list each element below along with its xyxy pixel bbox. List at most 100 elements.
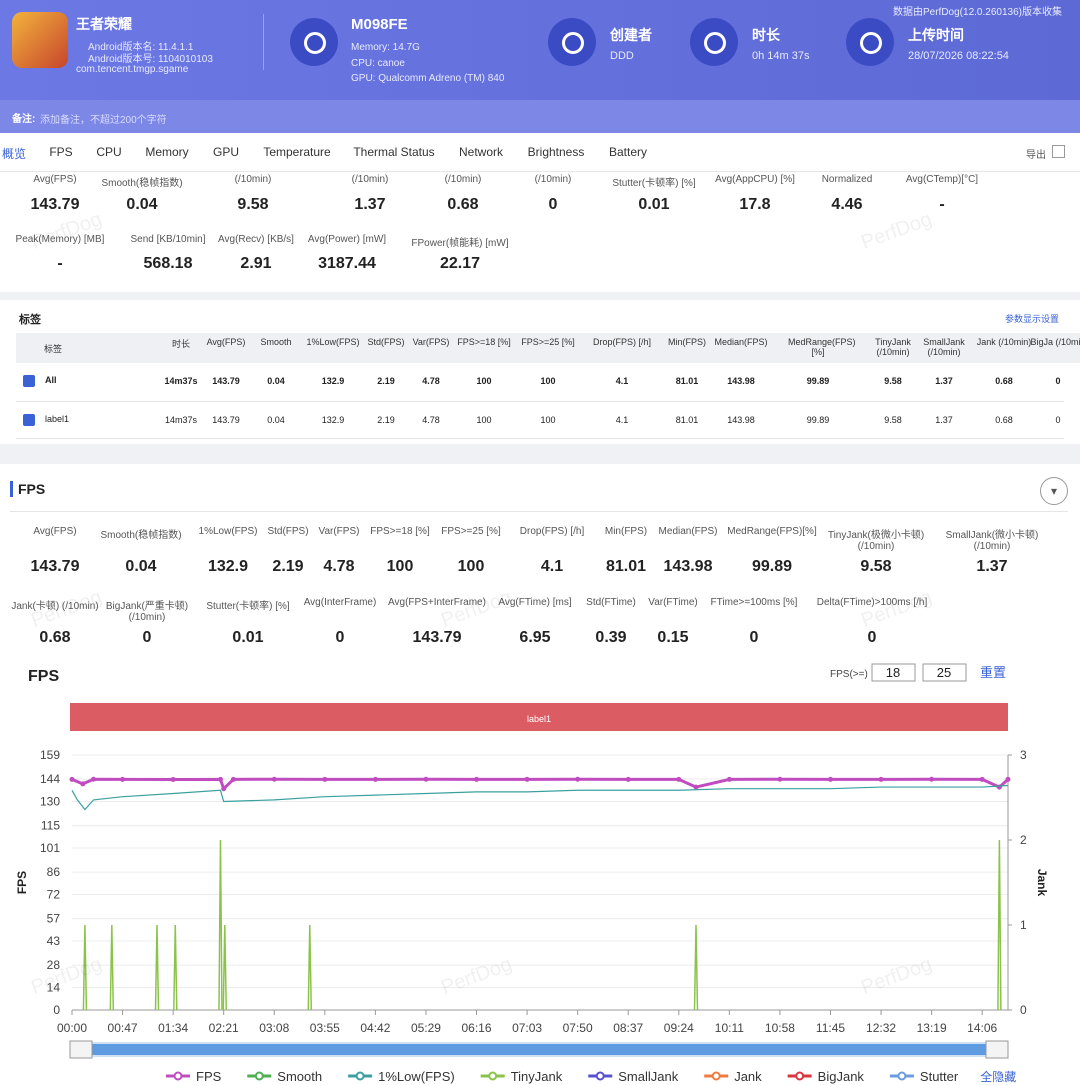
table-header-cell: Drop(FPS) [/h] bbox=[592, 337, 651, 347]
metric-label: Median(FPS) bbox=[658, 526, 718, 537]
threshold-value[interactable]: 18 bbox=[886, 665, 900, 680]
x-tick-label: 02:21 bbox=[209, 1021, 239, 1035]
tab[interactable]: CPU bbox=[96, 145, 122, 159]
legend-label[interactable]: 1%Low(FPS) bbox=[378, 1069, 455, 1084]
table-header-cell: Var(FPS) bbox=[412, 337, 450, 347]
table-cell: 100 bbox=[540, 415, 556, 425]
threshold-input[interactable] bbox=[922, 663, 967, 682]
threshold-input[interactable] bbox=[871, 663, 916, 682]
metric-label: Avg(AppCPU) [%] bbox=[715, 174, 795, 185]
metric-label: Std(FTime) bbox=[586, 597, 636, 608]
table-cell: 0.68 bbox=[995, 415, 1013, 425]
tab[interactable]: Battery bbox=[608, 145, 648, 159]
metric-value: 0 bbox=[867, 629, 877, 646]
tab[interactable]: Thermal Status bbox=[353, 145, 435, 159]
chart-title: FPS bbox=[28, 668, 59, 685]
x-tick-label: 10:11 bbox=[715, 1021, 744, 1035]
row-divider bbox=[16, 401, 1064, 402]
legend-dot[interactable] bbox=[173, 1071, 183, 1081]
table-cell: 14m37s bbox=[164, 415, 198, 425]
export[interactable]: 导出 bbox=[1026, 150, 1046, 161]
legend-dot[interactable] bbox=[711, 1071, 721, 1081]
export-icon[interactable] bbox=[1052, 145, 1065, 158]
table-header-cell: Min(FPS) bbox=[668, 337, 706, 347]
series-point bbox=[827, 776, 833, 782]
metric-label: SmallJank(微小卡顿) (/10min) bbox=[945, 530, 1039, 552]
legend-label[interactable]: Stutter bbox=[920, 1069, 959, 1084]
x-tick-label: 03:08 bbox=[259, 1021, 289, 1035]
duration-icon bbox=[690, 18, 738, 66]
tags-settings[interactable]: 参数显示设置 bbox=[1005, 314, 1060, 324]
checkbox[interactable] bbox=[23, 414, 35, 426]
metric-value: 99.89 bbox=[751, 558, 793, 575]
legend-dot[interactable] bbox=[254, 1071, 264, 1081]
legend-dot[interactable] bbox=[355, 1071, 365, 1081]
y-axis-title: FPS bbox=[15, 871, 29, 894]
tab[interactable]: 概览 bbox=[1, 147, 27, 161]
collapse-button[interactable]: ▾ bbox=[1040, 477, 1068, 505]
metric-label: Avg(Recv) [KB/s] bbox=[218, 234, 294, 245]
metric-label: TinyJank(极微小卡顿) (/10min) bbox=[827, 530, 925, 552]
metric-value: 143.79 bbox=[30, 196, 80, 213]
series-point bbox=[676, 776, 682, 782]
metric-value: 0.04 bbox=[125, 558, 157, 575]
x-tick-label: 07:50 bbox=[563, 1021, 593, 1035]
section-divider bbox=[10, 511, 1068, 512]
y2-axis-title: Jank bbox=[1035, 869, 1049, 897]
table-cell: 132.9 bbox=[321, 376, 345, 386]
metric-label: Jank(卡顿) (/10min) bbox=[11, 601, 99, 612]
table-cell: 0 bbox=[1055, 376, 1061, 386]
scrollbar-range[interactable] bbox=[80, 1044, 1000, 1055]
divider bbox=[263, 14, 264, 70]
metric-label: Avg(FPS+InterFrame) bbox=[388, 597, 486, 608]
note-bar: 备注: 添加备注，不超过200个字符 bbox=[0, 100, 1080, 133]
hide-all[interactable]: 全隐藏 bbox=[980, 1069, 1016, 1084]
scrollbar-handle[interactable] bbox=[69, 1040, 93, 1059]
metric-value: 17.8 bbox=[739, 196, 771, 213]
note-label: 备注: bbox=[12, 114, 36, 125]
legend-label[interactable]: FPS bbox=[196, 1069, 222, 1084]
legend-dot[interactable] bbox=[488, 1071, 498, 1081]
tab[interactable]: Memory bbox=[145, 145, 189, 159]
tab[interactable]: Brightness bbox=[527, 145, 585, 159]
reset[interactable]: 重置 bbox=[980, 665, 1006, 680]
series-point bbox=[777, 776, 783, 782]
x-tick-label: 13:19 bbox=[917, 1021, 947, 1035]
threshold-value[interactable]: 25 bbox=[937, 665, 951, 680]
checkbox[interactable] bbox=[23, 375, 35, 387]
jank-spike bbox=[82, 924, 88, 1011]
x-tick-label: 12:32 bbox=[866, 1021, 896, 1035]
scrollbar-handle[interactable] bbox=[985, 1040, 1009, 1059]
tab[interactable]: Network bbox=[458, 145, 504, 159]
table-header-cell: Avg(FPS) bbox=[206, 337, 246, 347]
series-point bbox=[69, 776, 75, 782]
table-cell: 4.78 bbox=[422, 415, 440, 425]
y-tick-label: 72 bbox=[47, 888, 61, 902]
legend-label[interactable]: TinyJank bbox=[511, 1069, 563, 1084]
tab[interactable]: Temperature bbox=[263, 145, 331, 159]
metric-label: Normalized bbox=[821, 174, 873, 185]
x-tick-label: 00:00 bbox=[57, 1021, 87, 1035]
tab[interactable]: GPU bbox=[212, 145, 240, 159]
series-point bbox=[221, 786, 227, 792]
app-name: 王者荣耀 bbox=[76, 16, 132, 32]
legend-label[interactable]: SmallJank bbox=[618, 1069, 678, 1084]
legend-label[interactable]: BigJank bbox=[818, 1069, 865, 1084]
metric-value: 1.37 bbox=[976, 558, 1008, 575]
legend-dot[interactable] bbox=[795, 1071, 805, 1081]
note-input[interactable]: 添加备注，不超过200个字符 bbox=[40, 115, 167, 126]
legend-label[interactable]: Smooth bbox=[277, 1069, 322, 1084]
metric-value: 568.18 bbox=[143, 255, 193, 272]
jank-spike bbox=[693, 924, 699, 1011]
x-tick-label: 05:29 bbox=[411, 1021, 441, 1035]
metric-label: 1%Low(FPS) bbox=[198, 526, 258, 537]
legend-dot[interactable] bbox=[595, 1071, 605, 1081]
legend-dot[interactable] bbox=[897, 1071, 907, 1081]
metric-label: Stutter(卡顿率) [%] bbox=[612, 178, 696, 189]
tab[interactable]: FPS bbox=[49, 145, 73, 159]
metric-label: Send [KB/10min] bbox=[130, 234, 206, 245]
y-tick-label: 57 bbox=[47, 912, 61, 926]
legend-label[interactable]: Jank bbox=[734, 1069, 762, 1084]
metric-label: FPower(帧能耗) [mW] bbox=[411, 238, 509, 249]
metric-label: Smooth(稳帧指数) bbox=[100, 530, 182, 541]
